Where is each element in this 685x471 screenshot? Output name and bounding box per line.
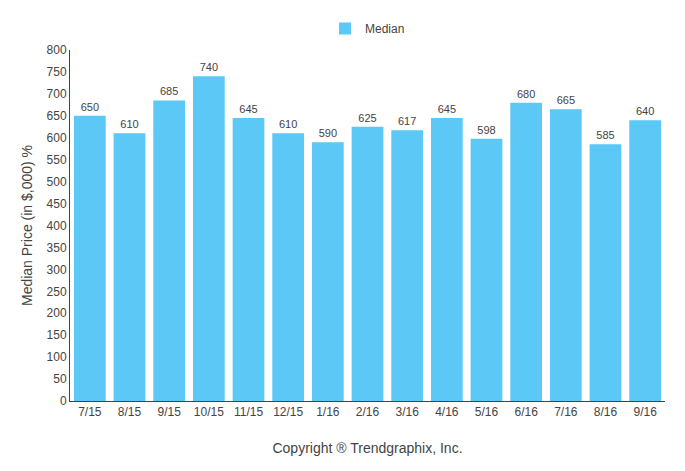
svg-text:8/15: 8/15	[118, 405, 142, 419]
svg-text:50: 50	[53, 372, 67, 386]
svg-text:500: 500	[47, 175, 67, 189]
svg-text:550: 550	[47, 153, 67, 167]
svg-text:9/15: 9/15	[157, 405, 181, 419]
svg-text:700: 700	[47, 87, 67, 101]
svg-text:300: 300	[47, 263, 67, 277]
svg-text:590: 590	[319, 127, 337, 139]
svg-text:625: 625	[358, 112, 376, 124]
svg-text:598: 598	[477, 124, 495, 136]
svg-text:11/15: 11/15	[234, 405, 263, 419]
svg-text:12/15: 12/15	[273, 405, 303, 419]
svg-text:Median: Median	[365, 22, 404, 36]
svg-text:1/16: 1/16	[316, 405, 340, 419]
svg-text:5/16: 5/16	[475, 405, 499, 419]
svg-text:665: 665	[557, 94, 575, 106]
svg-text:6/16: 6/16	[514, 405, 538, 419]
svg-text:645: 645	[438, 103, 456, 115]
svg-text:800: 800	[47, 43, 67, 57]
svg-text:640: 640	[636, 105, 654, 117]
svg-text:650: 650	[81, 101, 99, 113]
svg-text:3/16: 3/16	[395, 405, 419, 419]
svg-text:400: 400	[47, 219, 67, 233]
svg-text:610: 610	[120, 118, 138, 130]
svg-text:8/16: 8/16	[594, 405, 618, 419]
svg-text:740: 740	[200, 61, 218, 73]
svg-text:617: 617	[398, 115, 416, 127]
svg-text:610: 610	[279, 118, 297, 130]
svg-text:600: 600	[47, 131, 67, 145]
svg-text:10/15: 10/15	[194, 405, 224, 419]
svg-text:0: 0	[60, 394, 67, 408]
svg-text:Copyright ® Trendgraphix, Inc.: Copyright ® Trendgraphix, Inc.	[272, 440, 462, 456]
svg-text:680: 680	[517, 88, 535, 100]
svg-text:750: 750	[47, 65, 67, 79]
svg-text:7/16: 7/16	[554, 405, 578, 419]
svg-text:4/16: 4/16	[435, 405, 459, 419]
svg-text:7/15: 7/15	[78, 405, 102, 419]
svg-text:585: 585	[596, 129, 614, 141]
svg-text:200: 200	[47, 306, 67, 320]
svg-text:650: 650	[47, 109, 67, 123]
svg-text:645: 645	[239, 103, 257, 115]
svg-text:250: 250	[47, 285, 67, 299]
svg-text:350: 350	[47, 241, 67, 255]
svg-text:100: 100	[47, 350, 67, 364]
svg-text:9/16: 9/16	[633, 405, 657, 419]
svg-text:450: 450	[47, 197, 67, 211]
svg-text:Median Price (in $,000) %: Median Price (in $,000) %	[19, 145, 35, 306]
svg-text:2/16: 2/16	[356, 405, 380, 419]
svg-text:685: 685	[160, 85, 178, 97]
svg-text:150: 150	[47, 328, 67, 342]
